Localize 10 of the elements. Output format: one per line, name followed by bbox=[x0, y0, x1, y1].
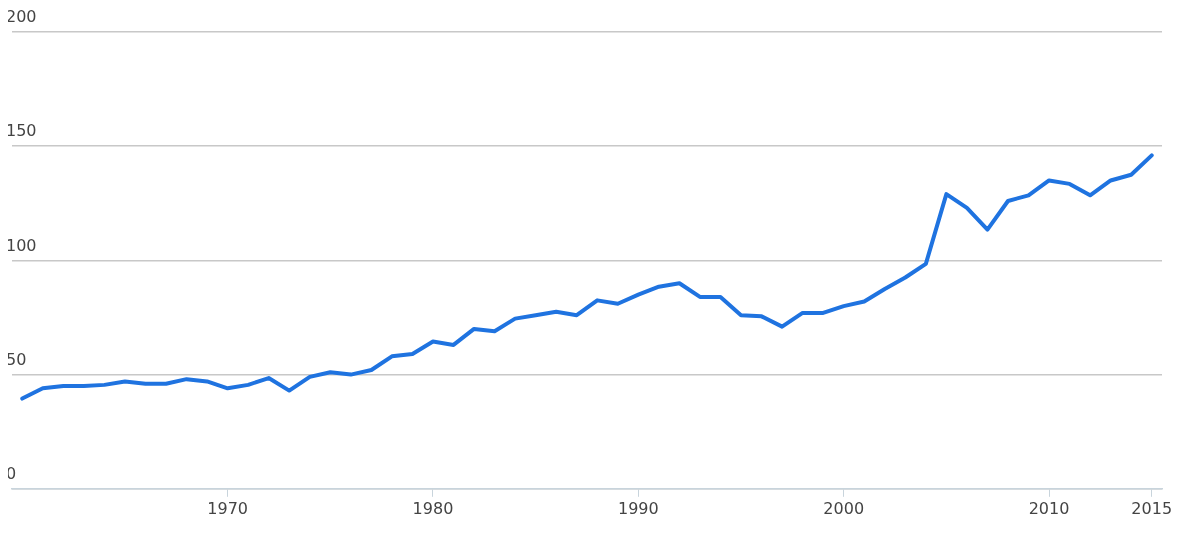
y-tick-label: 200 bbox=[6, 7, 37, 27]
x-tick-label: 2010 bbox=[1028, 498, 1070, 518]
y-tick-label: 100 bbox=[6, 235, 37, 255]
x-tick-label: 2015 bbox=[1131, 498, 1173, 518]
y-tick-label: 150 bbox=[6, 121, 37, 141]
x-tick-label: 1990 bbox=[617, 498, 659, 518]
x-tick-label: 1970 bbox=[207, 498, 248, 518]
x-tick-label: 2000 bbox=[823, 498, 865, 518]
y-tick-label: 50 bbox=[6, 349, 27, 369]
x-tick-label: 1980 bbox=[412, 498, 454, 518]
